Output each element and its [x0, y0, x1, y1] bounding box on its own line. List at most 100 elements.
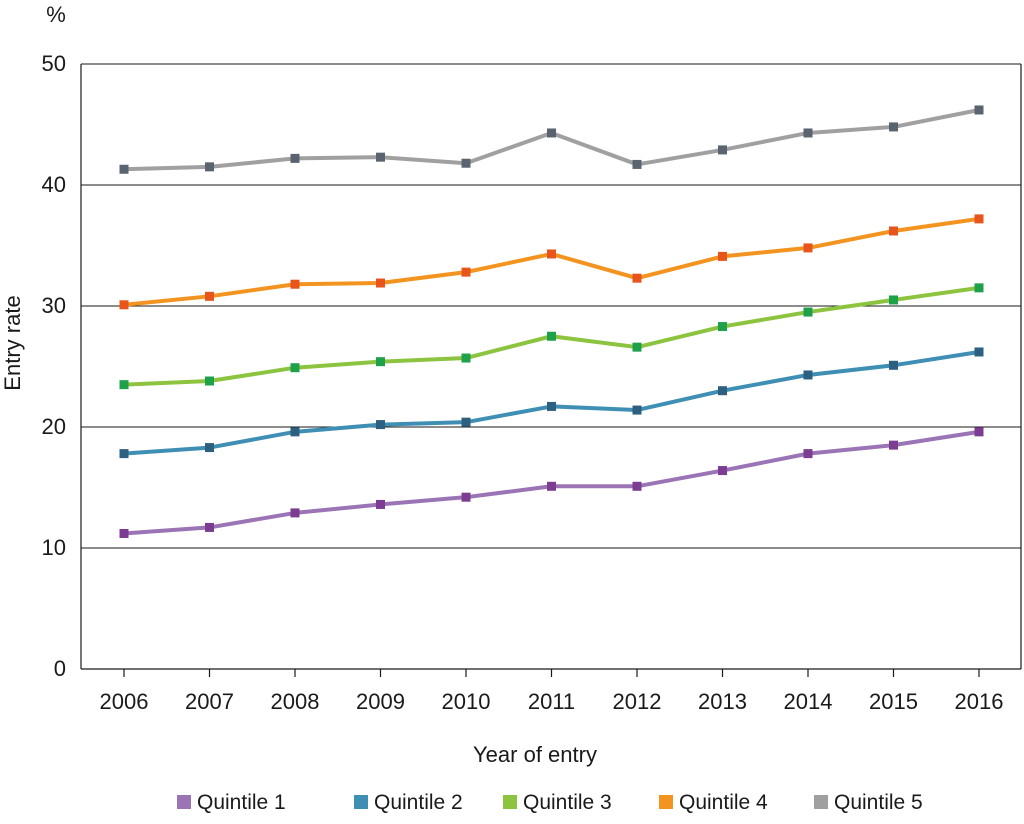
data-point: [461, 353, 471, 363]
x-tick-label: 2008: [271, 689, 320, 714]
series-1: [119, 427, 984, 538]
x-tick-label: 2009: [356, 689, 405, 714]
x-tick-label: 2012: [613, 689, 662, 714]
legend-swatch: [814, 795, 828, 809]
data-point: [974, 283, 984, 293]
y-tick-label: 40: [42, 172, 66, 197]
legend-label: Quintile 2: [374, 791, 463, 814]
data-point: [205, 162, 214, 172]
series-4: [119, 214, 984, 310]
y-tick-label: 0: [54, 656, 66, 681]
data-point: [119, 164, 129, 174]
legend-swatch: [354, 795, 368, 809]
data-point: [803, 307, 813, 317]
data-point: [119, 300, 129, 310]
data-point: [974, 105, 984, 115]
data-point: [290, 279, 300, 289]
data-point: [290, 153, 300, 163]
data-point: [718, 386, 727, 396]
data-point: [547, 128, 556, 138]
data-point: [547, 401, 556, 411]
x-tick-label: 2007: [185, 689, 234, 714]
series-5: [119, 105, 984, 174]
series-3: [119, 283, 984, 390]
legend-swatch: [659, 795, 673, 809]
data-point: [376, 152, 385, 162]
y-tick-label: 20: [42, 414, 66, 439]
tick-labels: 0 10 20 30 40 50 2006 2007 2008 2009 2010 2011 2012 2…: [42, 51, 1004, 714]
data-point: [290, 508, 300, 518]
data-point: [205, 443, 214, 453]
data-point: [974, 214, 984, 224]
legend-label: Quintile 1: [197, 791, 286, 814]
legend-swatch: [177, 795, 191, 809]
legend-label: Quintile 3: [523, 791, 612, 814]
data-point: [547, 331, 556, 341]
data-point: [889, 295, 898, 305]
y-axis-title: Entry rate: [0, 295, 25, 390]
y-tick-label: 50: [42, 51, 66, 76]
x-tick-label: 2013: [698, 689, 747, 714]
data-point: [632, 159, 642, 169]
legend-swatch: [503, 795, 517, 809]
data-point: [718, 322, 727, 332]
data-point: [718, 145, 727, 155]
data-point: [974, 427, 984, 437]
legend-label: Quintile 5: [834, 791, 923, 814]
data-point: [632, 481, 642, 491]
x-tick-label: 2014: [784, 689, 833, 714]
data-point: [889, 226, 898, 236]
data-point: [461, 158, 471, 168]
data-point: [803, 449, 813, 459]
legend-item: Quintile 3: [503, 791, 612, 814]
data-point: [974, 347, 984, 357]
data-point: [632, 342, 642, 352]
data-point: [803, 243, 813, 253]
data-point: [290, 427, 300, 437]
legend-item: Quintile 1: [177, 791, 286, 814]
x-tick-label: 2011: [528, 689, 575, 714]
data-point: [547, 249, 556, 259]
legend-label: Quintile 4: [679, 791, 768, 814]
legend-item: Quintile 2: [354, 791, 463, 814]
data-point: [376, 278, 385, 288]
data-point: [632, 273, 642, 283]
data-point: [718, 466, 727, 476]
data-point: [889, 440, 898, 450]
data-point: [119, 449, 129, 459]
data-point: [205, 376, 214, 386]
data-point: [889, 360, 898, 370]
series-2: [119, 347, 984, 459]
data-point: [461, 417, 471, 427]
data-point: [803, 128, 813, 138]
data-point: [376, 420, 385, 430]
data-point: [119, 380, 129, 390]
data-point: [547, 481, 556, 491]
data-point: [461, 492, 471, 502]
data-point: [376, 357, 385, 367]
legend-item: Quintile 5: [814, 791, 923, 814]
y-tick-label: 30: [42, 293, 66, 318]
series-lines: [119, 105, 984, 538]
data-point: [718, 251, 727, 261]
axes: [80, 64, 1022, 677]
data-point: [632, 405, 642, 415]
x-tick-label: 2016: [955, 689, 1004, 714]
legend-item: Quintile 4: [659, 791, 768, 814]
data-point: [461, 267, 471, 277]
x-tick-label: 2015: [869, 689, 918, 714]
x-tick-label: 2010: [442, 689, 491, 714]
data-point: [205, 291, 214, 301]
y-unit-label: %: [46, 2, 66, 27]
y-tick-label: 10: [42, 535, 66, 560]
x-axis-title: Year of entry: [473, 742, 597, 767]
data-point: [803, 370, 813, 380]
legend: Quintile 1 Quintile 2 Quintile 3 Quintile 4…: [177, 791, 923, 814]
data-point: [376, 499, 385, 509]
x-tick-label: 2006: [100, 689, 149, 714]
data-point: [889, 122, 898, 132]
data-point: [119, 528, 129, 538]
